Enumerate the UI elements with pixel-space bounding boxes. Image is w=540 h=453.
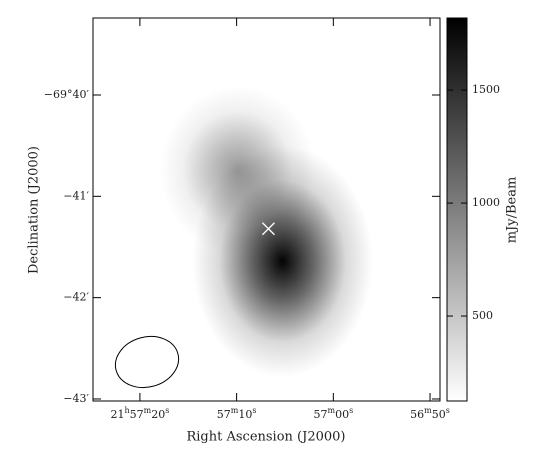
x-axis-title: Right Ascension (J2000) xyxy=(186,430,345,445)
y-tick-label: −41′ xyxy=(63,189,89,202)
colorbar-tick-label: 1000 xyxy=(472,196,500,209)
image xyxy=(159,85,373,378)
x-tick-label: 57m10s xyxy=(217,406,257,421)
y-axis-title: Declination (J2000) xyxy=(27,146,42,274)
colorbar-title: mJy/Beam xyxy=(505,177,520,244)
y-tick-label: −69°40′ xyxy=(44,88,90,101)
y-tick-label: −42′ xyxy=(63,291,89,304)
marker xyxy=(261,222,275,236)
x-tick-label: 21h57m20s xyxy=(110,406,169,421)
colorbar-tick-label: 1500 xyxy=(472,83,500,96)
colorbar xyxy=(446,17,468,402)
beam xyxy=(114,335,180,389)
x-tick-label: 56m50s xyxy=(410,406,450,421)
source xyxy=(159,85,316,255)
x-tick-label: 57m00s xyxy=(313,406,353,421)
y-tick-label: −43′ xyxy=(63,392,89,405)
frame xyxy=(92,17,441,402)
colorbar-tick-label: 500 xyxy=(472,309,493,322)
